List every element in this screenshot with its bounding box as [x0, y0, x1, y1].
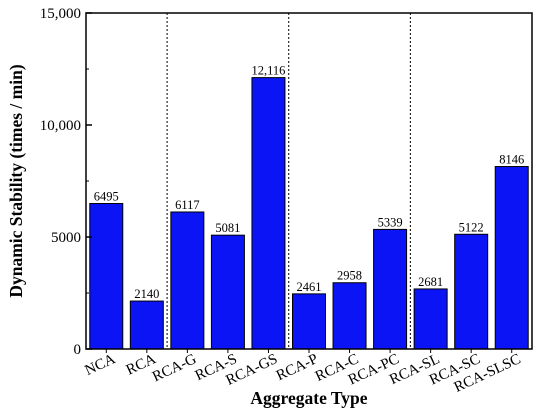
bar-rca-p: [292, 293, 326, 350]
y-axis-ticks: 0 5000 10,000 15,000: [40, 6, 92, 358]
bar-rca-sc: [454, 233, 489, 350]
bar-nca: [89, 203, 124, 350]
y-axis-title: Dynamic Stability (times / min): [6, 64, 26, 297]
bar-rca-sl: [413, 288, 448, 350]
data-label-rca-g: 6117: [175, 198, 200, 212]
y-tick-label: 10,000: [40, 118, 81, 134]
data-label-nca: 6495: [94, 190, 119, 204]
y-tick-label: 15,000: [40, 6, 81, 22]
data-label-rca-s: 5081: [215, 221, 240, 235]
data-label-rca-sl: 2681: [418, 275, 443, 289]
bar-rca: [129, 300, 164, 350]
data-label-rca-sc: 5122: [459, 220, 484, 234]
data-label-rca-p: 2461: [297, 280, 322, 294]
x-tick-label-rca-g: RCA-G: [150, 351, 199, 385]
data-label-rca-gs: 12,116: [251, 64, 285, 78]
group-separators: [166, 13, 411, 349]
x-tick-label-nca: NCA: [82, 351, 118, 379]
data-label-rca-pc: 5339: [378, 215, 403, 229]
y-tick-label: 0: [74, 342, 82, 358]
y-tick-label: 5000: [51, 230, 81, 246]
data-label-rca: 2140: [134, 287, 159, 301]
bar-rca-s: [210, 234, 245, 350]
bar-rca-c: [332, 282, 367, 350]
data-label-rca-c: 2958: [337, 269, 362, 283]
x-axis-title: Aggregate Type: [250, 388, 367, 408]
data-labels: 6495 2140 6117 5081 12,116 2461 2958 5339 2681 51…: [94, 64, 524, 301]
x-tick-label-rca-p: RCA-P: [274, 351, 321, 384]
bar-rca-gs: [251, 77, 286, 350]
bar-rca-slsc: [494, 166, 529, 350]
data-label-rca-slsc: 8146: [499, 153, 524, 167]
bar-rca-g: [170, 211, 205, 350]
bars: [89, 77, 529, 350]
bar-rca-pc: [373, 228, 408, 350]
